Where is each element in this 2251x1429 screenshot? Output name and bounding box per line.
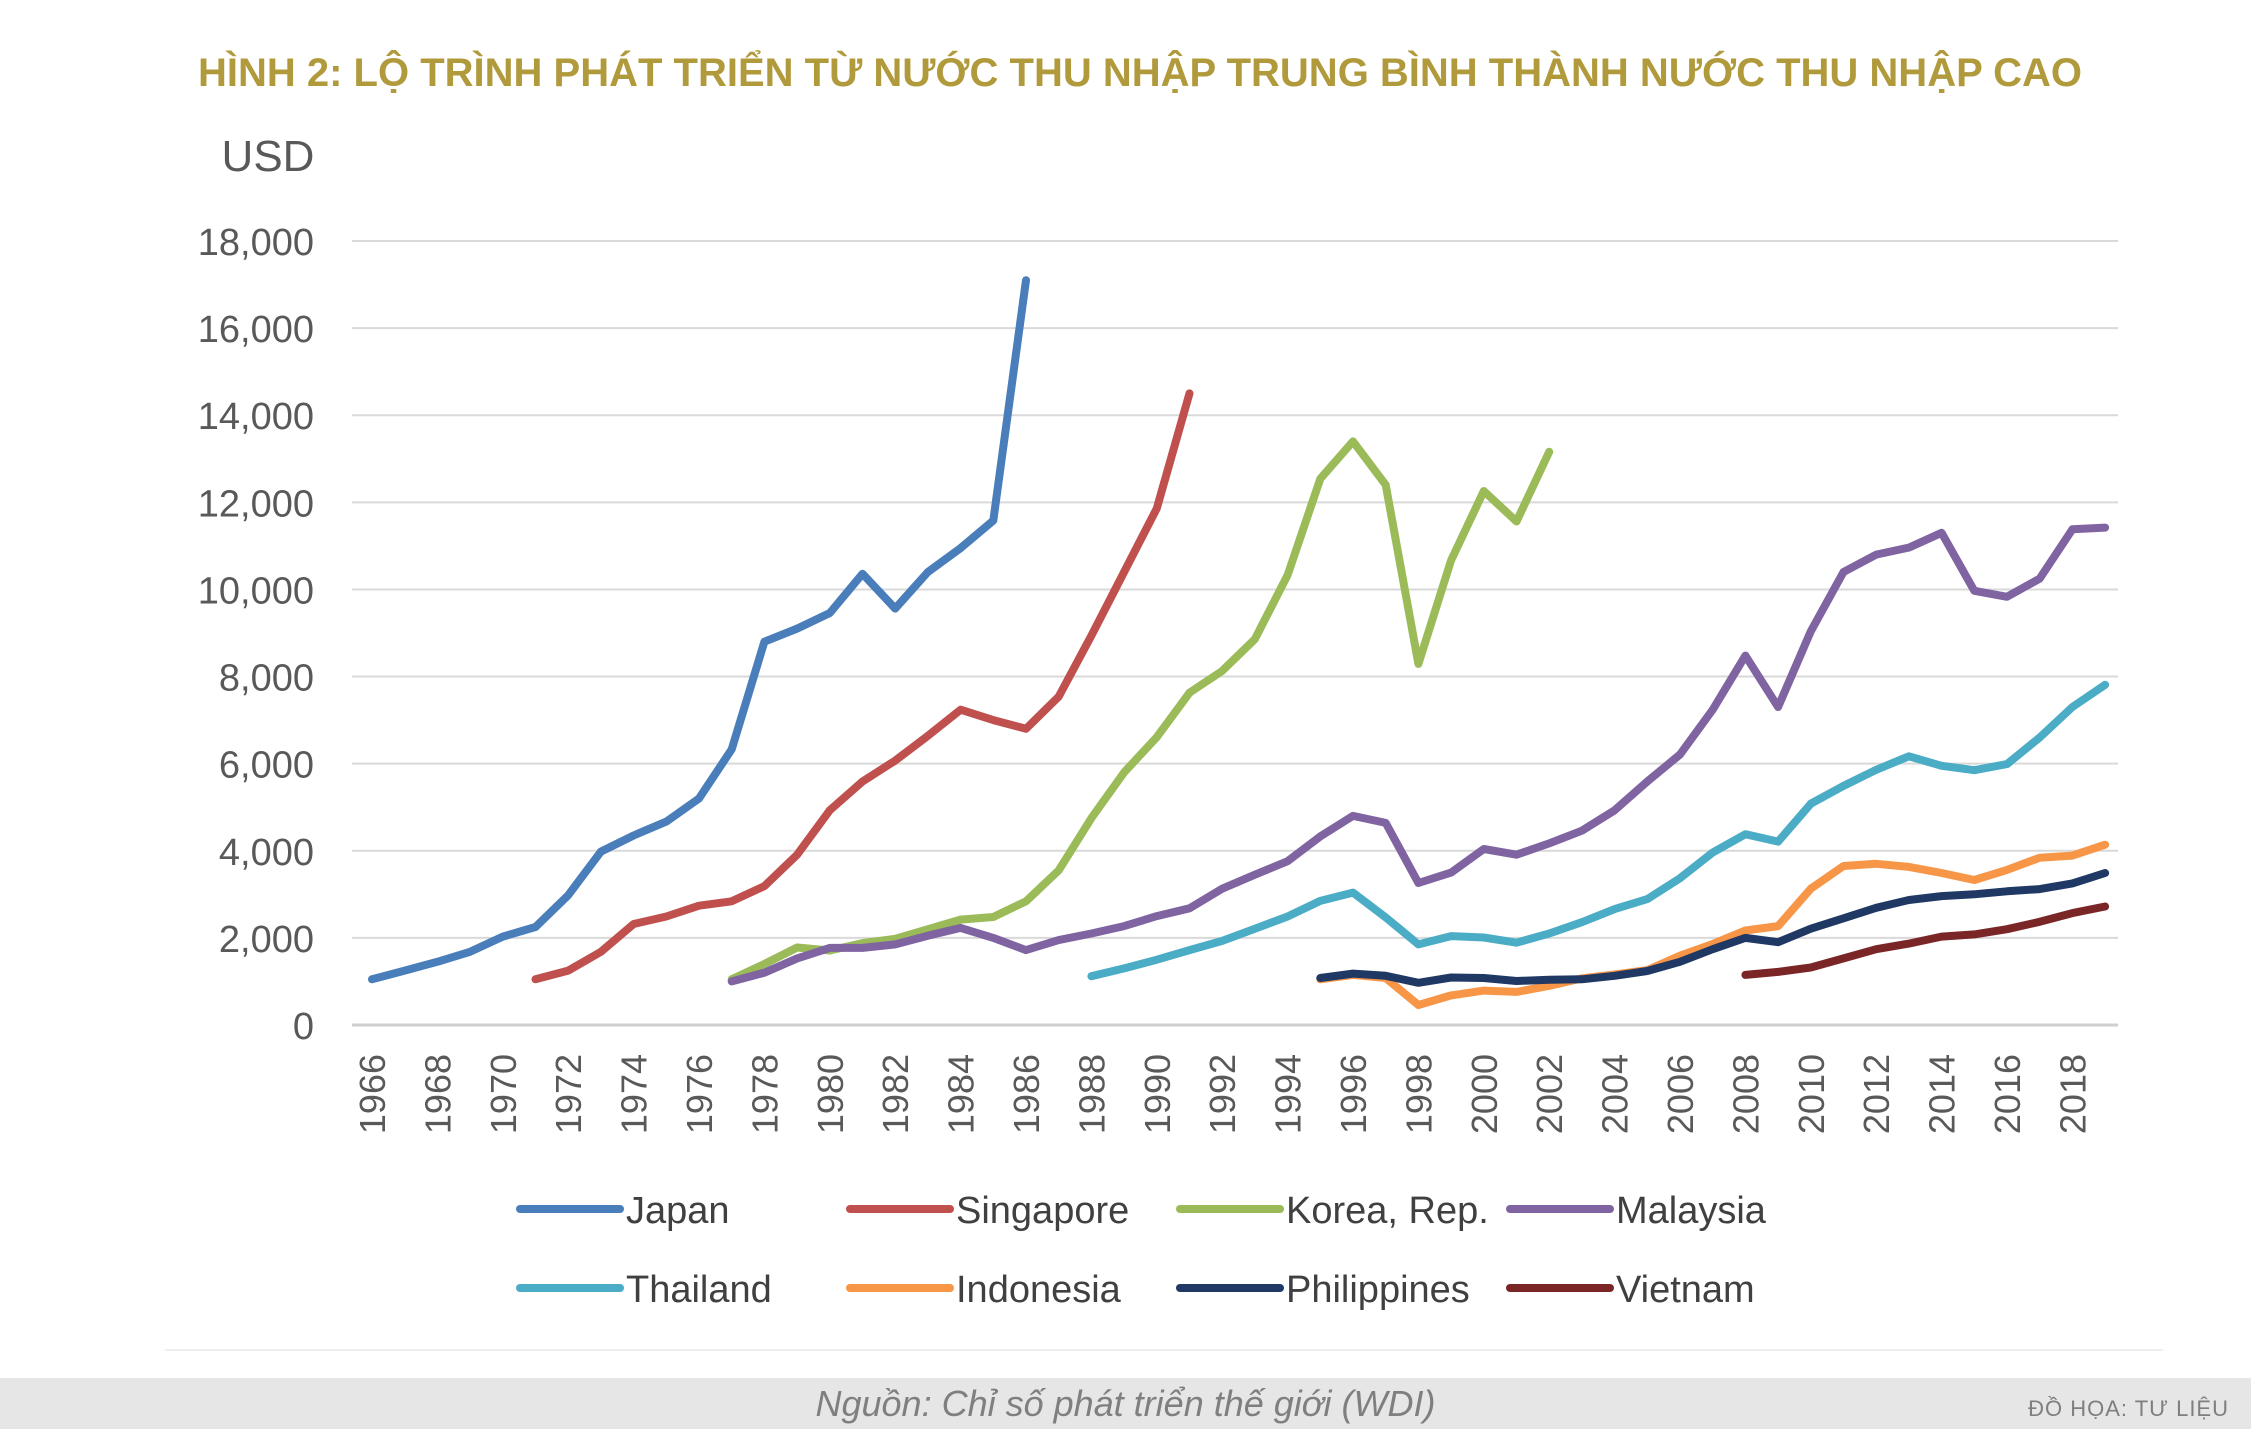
series-line-vietnam bbox=[1741, 902, 2110, 979]
legend: Japan Singapore Korea, Rep. Malaysia Thailan… bbox=[516, 1190, 1767, 1311]
x-tick-label: 2000 bbox=[1464, 1054, 1505, 1134]
legend-label: Thailand bbox=[626, 1269, 772, 1311]
y-axis-ticks: 0 2,000 4,000 6,000 8,000 10,000 12,000 14,000 1… bbox=[198, 222, 314, 1048]
x-tick-label: 1984 bbox=[941, 1054, 982, 1134]
x-tick-label: 1988 bbox=[1071, 1054, 1112, 1134]
x-tick-label: 1976 bbox=[679, 1054, 720, 1134]
y-tick-label: 14,000 bbox=[198, 396, 314, 438]
x-axis-ticks: 1966 1968 1970 1972 1974 1976 1978 1980 1982 1984… bbox=[352, 1054, 2093, 1134]
series-lines bbox=[368, 276, 2110, 1009]
series-line-thailand bbox=[1087, 680, 2110, 981]
x-tick-label: 1992 bbox=[1202, 1054, 1243, 1134]
y-tick-label: 12,000 bbox=[198, 483, 314, 525]
x-tick-label: 1980 bbox=[810, 1054, 851, 1134]
x-tick-label: 1986 bbox=[1006, 1054, 1047, 1134]
y-tick-label: 16,000 bbox=[198, 309, 314, 351]
legend-label: Indonesia bbox=[956, 1269, 1122, 1311]
series-line-korea-rep bbox=[727, 437, 1554, 984]
x-tick-label: 2018 bbox=[2052, 1054, 2093, 1134]
x-tick-label: 1970 bbox=[483, 1054, 524, 1134]
x-tick-label: 2010 bbox=[1791, 1054, 1832, 1134]
legend-label: Vietnam bbox=[1616, 1269, 1755, 1311]
grid-lines bbox=[352, 240, 2118, 1027]
x-tick-label: 2004 bbox=[1595, 1054, 1636, 1134]
legend-label: Singapore bbox=[956, 1190, 1129, 1232]
y-axis-unit-label: USD bbox=[222, 132, 315, 181]
legend-label: Malaysia bbox=[1616, 1190, 1767, 1232]
x-tick-label: 1994 bbox=[1268, 1054, 1309, 1134]
series-line-malaysia bbox=[727, 523, 2110, 986]
x-tick-label: 1974 bbox=[614, 1054, 655, 1134]
x-tick-label: 2008 bbox=[1725, 1054, 1766, 1134]
source-note: Nguồn: Chỉ số phát triển thế giới (WDI) bbox=[815, 1383, 1436, 1424]
footer-divider bbox=[165, 1349, 2163, 1351]
legend-label: Korea, Rep. bbox=[1286, 1190, 1489, 1232]
x-tick-label: 1978 bbox=[744, 1054, 785, 1134]
series-line-indonesia bbox=[1316, 840, 2110, 1009]
y-tick-label: 8,000 bbox=[219, 658, 314, 700]
x-tick-label: 1982 bbox=[875, 1054, 916, 1134]
x-tick-label: 1966 bbox=[352, 1054, 393, 1134]
footer-band bbox=[0, 1378, 2251, 1429]
y-tick-label: 10,000 bbox=[198, 570, 314, 612]
y-tick-label: 6,000 bbox=[219, 745, 314, 787]
x-tick-label: 1990 bbox=[1137, 1054, 1178, 1134]
legend-label: Japan bbox=[626, 1190, 730, 1232]
series-line-japan bbox=[368, 276, 1030, 984]
y-tick-label: 0 bbox=[293, 1006, 314, 1048]
y-tick-label: 4,000 bbox=[219, 832, 314, 874]
chart-title: HÌNH 2: LỘ TRÌNH PHÁT TRIỂN TỪ NƯỚC THU … bbox=[198, 48, 2082, 95]
x-tick-label: 2002 bbox=[1529, 1054, 1570, 1134]
legend-label: Philippines bbox=[1286, 1269, 1470, 1311]
x-tick-label: 2014 bbox=[1922, 1054, 1963, 1134]
x-tick-label: 1996 bbox=[1333, 1054, 1374, 1134]
x-tick-label: 1998 bbox=[1398, 1054, 1439, 1134]
x-tick-label: 1972 bbox=[548, 1054, 589, 1134]
series-line-philippines bbox=[1316, 869, 2110, 987]
x-tick-label: 2006 bbox=[1660, 1054, 1701, 1134]
x-tick-label: 1968 bbox=[417, 1054, 458, 1134]
x-tick-label: 2016 bbox=[1987, 1054, 2028, 1134]
series-line-singapore bbox=[531, 389, 1194, 984]
x-tick-label: 2012 bbox=[1856, 1054, 1897, 1134]
y-tick-label: 18,000 bbox=[198, 222, 314, 264]
y-tick-label: 2,000 bbox=[219, 919, 314, 961]
graphic-credit: ĐỒ HỌA: TƯ LIỆU bbox=[2028, 1396, 2229, 1421]
